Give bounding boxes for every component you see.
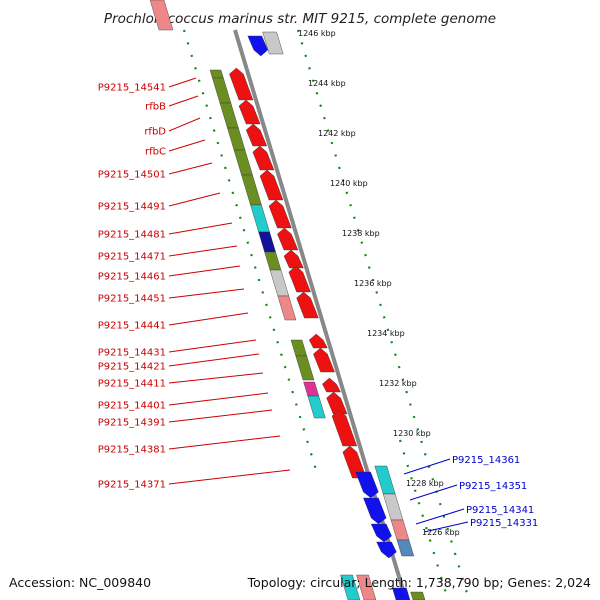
gene-feature xyxy=(295,355,315,381)
label-leader xyxy=(168,339,257,353)
scale-label: 1246 kbp xyxy=(298,29,336,38)
gene-label-reverse: P9215_14351 xyxy=(459,481,527,492)
gene-label-forward: rfbC xyxy=(145,147,166,158)
scale-label: 1236 kbp xyxy=(354,279,392,288)
map-title: Prochlorococcus marinus str. MIT 9215, c… xyxy=(104,11,496,27)
gene-label-reverse: P9215_14331 xyxy=(470,518,538,529)
gene-feature xyxy=(258,231,276,253)
forward-gene-arrow xyxy=(296,291,319,319)
scale-label: 1226 kbp xyxy=(422,528,460,537)
gene-feature xyxy=(382,493,404,521)
label-leader xyxy=(168,372,264,384)
label-leader xyxy=(168,469,291,485)
reverse-gene-arrow xyxy=(247,35,269,57)
label-leader xyxy=(403,458,451,475)
gene-label-forward: P9215_14391 xyxy=(98,418,166,429)
label-leader xyxy=(168,192,221,207)
gene-feature xyxy=(356,574,377,600)
gene-label-forward: P9215_14371 xyxy=(98,480,166,491)
scale-label: 1234 kbp xyxy=(367,329,405,338)
reverse-gene-arrow xyxy=(370,523,392,543)
gene-label-forward: P9215_14411 xyxy=(98,379,166,390)
gene-feature xyxy=(209,69,224,79)
gene-feature xyxy=(290,339,308,357)
gene-label-forward: P9215_14541 xyxy=(98,83,166,94)
gene-label-forward: P9215_14381 xyxy=(98,445,166,456)
gene-label-forward: P9215_14401 xyxy=(98,401,166,412)
gene-feature xyxy=(241,174,262,206)
scale-label: 1228 kbp xyxy=(406,479,444,488)
forward-gene-arrow xyxy=(308,333,328,349)
gene-feature xyxy=(374,465,396,495)
label-leader xyxy=(168,117,201,132)
label-leader xyxy=(168,265,241,277)
gene-label-reverse: P9215_14341 xyxy=(466,505,534,516)
label-leader xyxy=(415,508,465,525)
forward-gene-arrow xyxy=(313,347,335,373)
gene-label-forward: P9215_14481 xyxy=(98,230,166,241)
scale-label: 1232 kbp xyxy=(379,379,417,388)
gene-feature xyxy=(250,204,270,233)
scale-label: 1242 kbp xyxy=(318,129,356,138)
gene-feature xyxy=(227,127,246,151)
label-leader xyxy=(423,521,469,533)
reverse-gene-arrow xyxy=(355,471,379,499)
label-leader xyxy=(168,288,245,299)
label-leader xyxy=(168,353,260,367)
accession-text: Accession: NC_009840 xyxy=(9,575,151,590)
label-leader xyxy=(168,435,281,450)
label-leader xyxy=(168,162,213,175)
scale-label: 1244 kbp xyxy=(308,79,346,88)
label-leader xyxy=(168,95,199,107)
gene-feature xyxy=(233,149,253,176)
right-tick-border xyxy=(296,29,470,599)
gene-feature xyxy=(390,519,410,541)
label-leader xyxy=(168,77,197,88)
gene-feature xyxy=(410,591,426,600)
scale-label: 1230 kbp xyxy=(393,429,431,438)
label-leader xyxy=(168,222,233,235)
lane-border xyxy=(398,439,449,599)
gene-feature xyxy=(262,31,284,55)
gene-label-forward: P9215_14431 xyxy=(98,348,166,359)
gene-feature xyxy=(277,295,297,321)
gene-feature xyxy=(340,574,361,600)
gene-label-forward: P9215_14441 xyxy=(98,321,166,332)
gene-feature xyxy=(269,269,290,297)
reverse-gene-arrow xyxy=(363,497,387,525)
scale-label: 1240 kbp xyxy=(330,179,368,188)
label-leader xyxy=(168,409,273,423)
gene-feature xyxy=(392,587,411,600)
gene-label-forward: rfbB xyxy=(145,102,166,113)
label-leader xyxy=(168,245,238,257)
gene-label-forward: rfbD xyxy=(144,127,166,138)
gene-label-forward: P9215_14421 xyxy=(98,362,166,373)
genome-stats-text: Topology: circular; Length: 1,738,790 bp… xyxy=(247,575,591,590)
gene-feature xyxy=(212,77,232,104)
label-leader xyxy=(409,484,458,501)
reverse-gene-arrow xyxy=(376,541,397,559)
gene-label-forward: P9215_14501 xyxy=(98,170,166,181)
gene-feature xyxy=(219,102,239,129)
label-leader xyxy=(168,139,206,152)
gene-label-forward: P9215_14491 xyxy=(98,202,166,213)
forward-gene-arrow xyxy=(322,377,341,393)
scale-label: 1238 kbp xyxy=(342,229,380,238)
gene-feature xyxy=(149,0,174,31)
gene-feature xyxy=(303,381,320,397)
gene-feature xyxy=(264,251,282,271)
label-leader xyxy=(168,392,269,406)
label-leader xyxy=(168,312,249,326)
gene-label-forward: P9215_14461 xyxy=(98,272,166,283)
gene-label-forward: P9215_14471 xyxy=(98,252,166,263)
gene-label-forward: P9215_14451 xyxy=(98,294,166,305)
gene-feature xyxy=(307,395,326,419)
gene-feature xyxy=(396,539,415,557)
gene-label-reverse: P9215_14361 xyxy=(452,455,520,466)
